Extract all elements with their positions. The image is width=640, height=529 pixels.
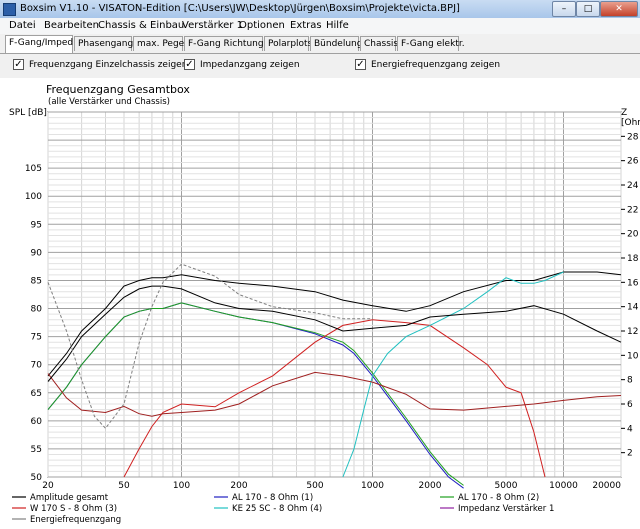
maximize-button[interactable]: □ [576, 1, 600, 17]
chart-area: Frequenzgang Gesamtbox (alle Verstärker … [0, 78, 640, 529]
x-tick-label: 10000 [549, 481, 578, 491]
x-tick-label: 20000 [592, 481, 621, 491]
checkbox-einzelchassis[interactable]: ✓ [13, 59, 24, 70]
x-tick-label: 1000 [361, 481, 384, 491]
x-tick-label: 50 [118, 481, 130, 491]
app-icon [3, 3, 16, 16]
y-tick-label: 75 [31, 333, 42, 343]
series-line-7 [47, 263, 373, 430]
y2-tick-label: 2 [627, 449, 633, 459]
y-tick-label: 55 [31, 445, 42, 455]
y-tick-label: 65 [31, 389, 42, 399]
y2-tick-label: 14 [627, 303, 639, 313]
checkbox-energiefrequenzgang[interactable]: ✓ [355, 59, 366, 70]
y-tick-label: 60 [31, 417, 43, 427]
checkbox-impedanzgang[interactable]: ✓ [184, 59, 195, 70]
minimize-button[interactable]: – [552, 1, 576, 17]
x-tick-label: 5000 [495, 481, 518, 491]
checkbox-energiefrequenzgang-label: Energiefrequenzgang zeigen [371, 60, 501, 70]
y-tick-label: 85 [31, 276, 42, 286]
x-tick-label: 200 [230, 481, 247, 491]
chart-title: Frequenzgang Gesamtbox [46, 83, 190, 96]
series-line-3 [123, 319, 546, 478]
legend-entry: Impedanz Verstärker 1 [458, 504, 554, 514]
menu-verstaerker[interactable]: Verstärker 1 [182, 20, 243, 31]
y2-tick-label: 10 [627, 351, 639, 361]
series-line-5 [47, 371, 622, 417]
tab-chassis[interactable]: Chassis [360, 36, 398, 51]
chart-subtitle: (alle Verstärker und Chassis) [48, 97, 170, 107]
y-tick-label: 105 [25, 164, 42, 174]
y-axis-label: SPL [dB] [9, 108, 47, 118]
x-tick-label: 500 [306, 481, 323, 491]
legend-entry: Energiefrequenzgang [30, 515, 121, 525]
y-tick-label: 100 [25, 192, 42, 202]
y2-tick-label: 28 [627, 132, 639, 142]
y2-tick-label: 20 [627, 230, 639, 240]
tab-max-pegel[interactable]: max. Pegel [133, 36, 187, 51]
series-line-6 [47, 285, 622, 382]
options-bar: ✓ Frequenzgang Einzelchassis zeigen ✓ Im… [0, 54, 640, 76]
legend-entry: W 170 S - 8 Ohm (3) [30, 504, 117, 514]
legend-entry: KE 25 SC - 8 Ohm (4) [232, 504, 322, 514]
y-tick-label: 95 [31, 220, 42, 230]
close-button[interactable]: ✕ [600, 1, 638, 17]
frequency-response-chart: 5055606570758085909510010524681012141618… [12, 111, 639, 525]
tab-strip: F-Gang/Imped. Phasengang max. Pegel F-Ga… [0, 35, 640, 54]
y-tick-label: 50 [31, 473, 43, 483]
y2-tick-label: 18 [627, 254, 639, 264]
y2-tick-label: 12 [627, 327, 638, 337]
menu-extras[interactable]: Extras [290, 20, 322, 31]
tab-fgang-elektr[interactable]: F-Gang elektr. [397, 36, 465, 51]
legend-entry: AL 170 - 8 Ohm (1) [232, 493, 313, 503]
menu-bearbeiten[interactable]: Bearbeiten [44, 20, 99, 31]
tab-fgang-imped[interactable]: F-Gang/Imped. [5, 35, 76, 53]
menu-chassis-einbau[interactable]: Chassis & Einbau [98, 20, 185, 31]
series-line-4 [342, 271, 564, 478]
title-bar: Boxsim V1.10 - VISATON-Edition [C:\Users… [0, 0, 640, 19]
menu-hilfe[interactable]: Hilfe [326, 20, 349, 31]
y2-tick-label: 16 [627, 278, 639, 288]
y2-axis-label: Z [Ohm] [621, 108, 640, 128]
y2-tick-label: 4 [627, 424, 633, 434]
x-tick-label: 20 [42, 481, 54, 491]
x-tick-label: 100 [173, 481, 190, 491]
y2-tick-label: 24 [627, 181, 639, 191]
y2-tick-label: 22 [627, 205, 638, 215]
series-line-0 [47, 271, 622, 377]
y-tick-label: 70 [31, 361, 43, 371]
y2-tick-label: 8 [627, 376, 633, 386]
menu-bar: Datei Bearbeiten Chassis & Einbau Verstä… [0, 18, 640, 34]
tab-buendelung[interactable]: Bündelung [310, 36, 362, 51]
checkbox-impedanzgang-label: Impedanzgang zeigen [200, 60, 300, 70]
y2-tick-label: 6 [627, 400, 633, 410]
y2-tick-label: 26 [627, 157, 639, 167]
legend-entry: AL 170 - 8 Ohm (2) [458, 493, 539, 503]
x-tick-label: 2000 [419, 481, 442, 491]
menu-optionen[interactable]: Optionen [239, 20, 285, 31]
window-title: Boxsim V1.10 - VISATON-Edition [C:\Users… [20, 3, 460, 14]
series-line-2 [47, 302, 464, 486]
checkbox-einzelchassis-label: Frequenzgang Einzelchassis zeigen [29, 60, 188, 70]
y-tick-label: 80 [31, 305, 43, 315]
menu-datei[interactable]: Datei [9, 20, 36, 31]
tab-fgang-richtungen[interactable]: F-Gang Richtungen [184, 36, 275, 51]
y-tick-label: 90 [31, 248, 43, 258]
plot-frame [47, 111, 622, 478]
tab-polarplots[interactable]: Polarplots [264, 36, 312, 51]
tab-phasengang[interactable]: Phasengang [74, 36, 133, 51]
legend-entry: Amplitude gesamt [30, 493, 109, 503]
